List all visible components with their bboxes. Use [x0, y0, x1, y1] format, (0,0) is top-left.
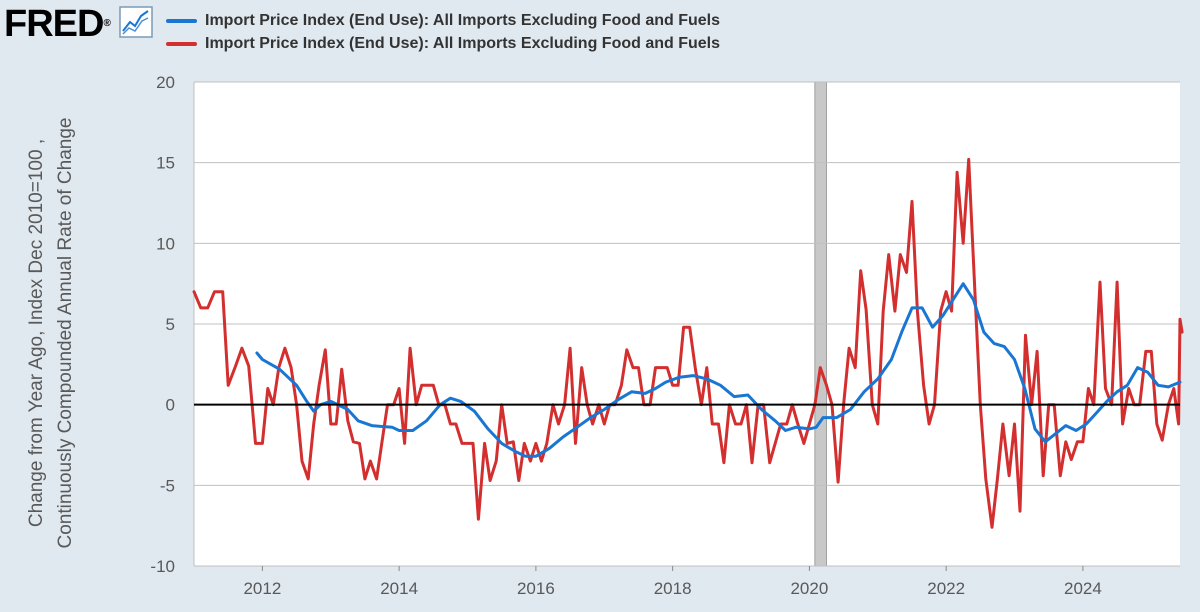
registered-mark: ® [103, 18, 111, 29]
y-tick-label--5: -5 [160, 476, 175, 495]
fred-logo-text: FRED [4, 3, 104, 45]
x-tick-label-2020: 2020 [790, 579, 828, 598]
y-tick-label--10: -10 [150, 557, 175, 576]
legend-label-series-1: Import Price Index (End Use): All Import… [205, 12, 721, 29]
legend-item-series-2[interactable]: Import Price Index (End Use): All Import… [166, 35, 720, 53]
chart-line-icon [119, 6, 153, 38]
x-tick-label-2024: 2024 [1064, 579, 1102, 598]
x-axis: 2012 2014 2016 2018 2020 2022 2024 [243, 566, 1102, 598]
series-line-2 [192, 157, 1184, 529]
x-tick-label-2016: 2016 [517, 579, 555, 598]
legend-swatch-series-2 [166, 42, 197, 46]
series-line-1 [255, 282, 1182, 458]
x-tick-label-2022: 2022 [927, 579, 965, 598]
y-tick-label-10: 10 [156, 234, 175, 253]
gridlines [193, 81, 1180, 567]
series-group [192, 157, 1184, 529]
x-tick-label-2012: 2012 [243, 579, 281, 598]
fred-logo: FRED® [4, 2, 111, 46]
legend-swatch-series-1 [166, 19, 197, 23]
y-tick-label-20: 20 [156, 73, 175, 92]
y-tick-label-0: 0 [166, 396, 175, 415]
y-tick-label-15: 15 [156, 154, 175, 173]
y-axis: -10 -5 0 5 10 15 20 [150, 73, 175, 576]
x-tick-label-2014: 2014 [380, 579, 418, 598]
x-tick-label-2018: 2018 [654, 579, 692, 598]
y-tick-label-5: 5 [166, 315, 175, 334]
legend-label-series-2: Import Price Index (End Use): All Import… [205, 35, 721, 52]
legend-item-series-1[interactable]: Import Price Index (End Use): All Import… [166, 12, 720, 30]
